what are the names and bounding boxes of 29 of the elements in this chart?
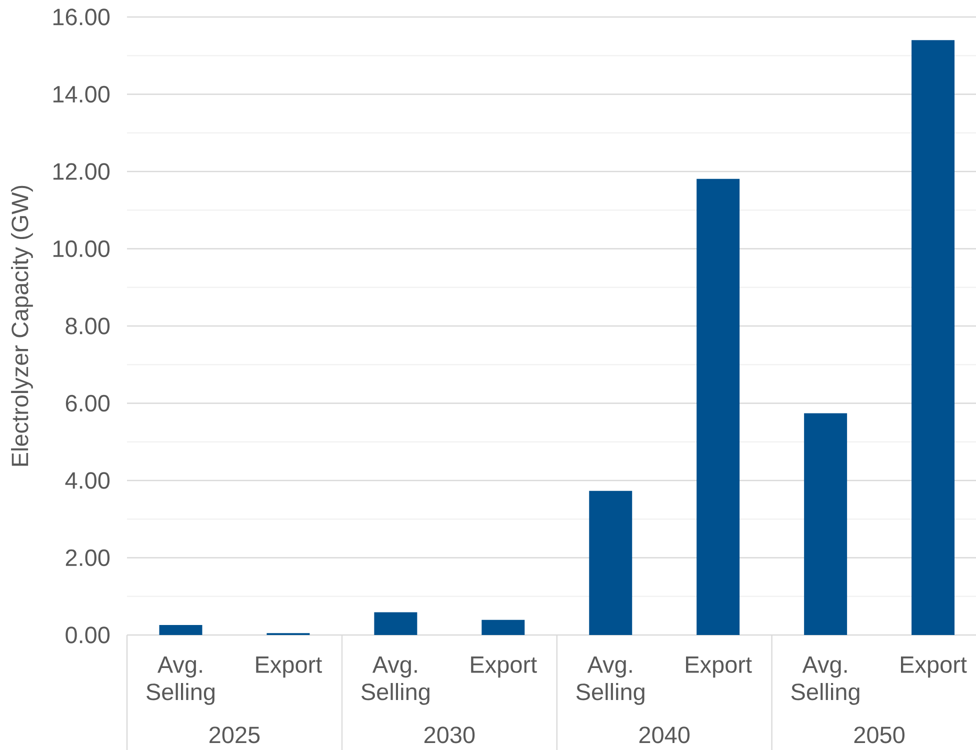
y-tick-label: 16.00 [53, 8, 110, 26]
y-tick-label: 0.00 [66, 626, 110, 644]
bar [589, 490, 632, 635]
text: Export [471, 656, 537, 678]
y-tick-label: 10.00 [53, 240, 110, 258]
series-label: Avg. Selling [146, 656, 214, 705]
text: Avg. Selling [791, 656, 860, 705]
x-tick-label: 2040 [639, 726, 690, 744]
y-tick-label: 6.00 [66, 394, 110, 412]
bar [912, 40, 955, 635]
y-tick-label: 2.00 [66, 549, 110, 566]
y-tick-label: 12.00 [53, 163, 110, 180]
text: Export [686, 656, 752, 678]
text: Avg. Selling [576, 656, 644, 705]
bar [804, 413, 848, 635]
text: Export [256, 656, 322, 678]
y-axis-title: Electrolyzer Capacity (GW) [11, 186, 33, 466]
bar [159, 624, 202, 635]
y-tick-label: 4.00 [65, 472, 110, 489]
y-tick-label: 14.00 [53, 86, 110, 103]
text: Avg. Selling [361, 656, 430, 705]
x-tick-label: 2025 [210, 726, 260, 744]
x-tick-label: 2050 [854, 726, 905, 744]
bar [374, 612, 418, 635]
x-tick-label: 2030 [424, 726, 475, 744]
series-label: Export [900, 656, 967, 678]
bar [696, 178, 740, 635]
bar [482, 620, 525, 635]
y-tick-label: 8.00 [66, 318, 110, 334]
